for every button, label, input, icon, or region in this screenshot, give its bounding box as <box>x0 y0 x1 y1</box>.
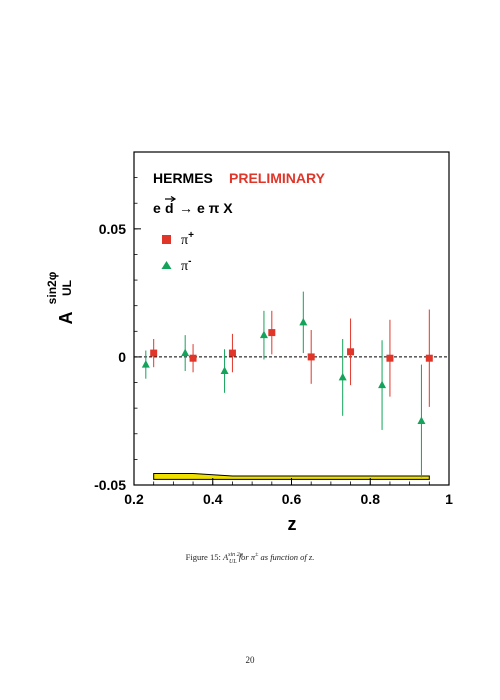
x-tick-label: 0.4 <box>203 491 223 507</box>
data-point-triangle <box>338 372 347 381</box>
data-point-triangle <box>220 366 229 375</box>
reaction-label: e d → e π X <box>153 195 233 216</box>
data-point-square <box>150 349 158 357</box>
reaction-electron: e <box>153 200 161 216</box>
legend-marker-pi-plus <box>162 235 171 244</box>
data-point-square <box>386 354 394 362</box>
legend-label-pi-minus: π- <box>181 256 191 274</box>
series-pi-plus <box>150 309 433 407</box>
data-point-triangle <box>299 317 308 326</box>
svg-text:UL: UL <box>60 280 74 296</box>
y-axis-label: A UL sin2φ <box>45 271 76 324</box>
caption-for: for <box>238 552 249 562</box>
x-tick-label: 0.2 <box>124 491 144 507</box>
data-point-square <box>228 349 236 357</box>
reaction-deuteron: d <box>165 200 174 216</box>
systematic-band-layer <box>153 472 430 480</box>
data-point-triangle <box>378 380 387 389</box>
reaction-rhs: e π X <box>197 200 233 216</box>
caption-pi: π± <box>250 552 259 562</box>
caption-suffix: as function of z. <box>260 552 315 562</box>
x-tick-label: 0.6 <box>282 491 302 507</box>
x-tick-label: 1 <box>445 491 453 507</box>
systematic-band <box>153 472 430 480</box>
data-point-triangle <box>181 348 190 357</box>
data-point-square <box>347 348 355 356</box>
data-point-square <box>268 329 276 337</box>
x-axis-label: z <box>288 514 297 534</box>
polarization-arrow-head <box>170 195 177 203</box>
data-points-layer <box>141 291 433 478</box>
svg-text:sin2φ: sin2φ <box>45 271 59 304</box>
caption-symbol: Asin 2φUL <box>222 552 243 565</box>
legend-marker-pi-minus <box>161 261 172 269</box>
data-point-square <box>307 353 315 361</box>
data-point-triangle <box>259 330 268 339</box>
reaction-arrow: → <box>179 200 193 216</box>
chart: HERMES PRELIMINARY e d → e π X π+ π- A U… <box>45 151 453 534</box>
data-point-square <box>425 354 433 362</box>
data-point-triangle <box>141 360 150 368</box>
svg-text:A: A <box>56 312 76 325</box>
axis-ticks-layer: 0.2 0.4 0.6 0.8 1 -0.05 0 0.05 <box>94 151 453 507</box>
page-number: 20 <box>245 655 255 665</box>
chart-title: HERMES <box>153 170 213 186</box>
figure-caption: Figure 15: Asin 2φUL for π± as function … <box>0 552 500 565</box>
y-tick-label: 0.05 <box>99 221 126 237</box>
legend: π+ π- <box>161 230 194 274</box>
x-tick-label: 0.8 <box>361 491 381 507</box>
y-tick-label: -0.05 <box>94 477 126 493</box>
chart-title-tag: PRELIMINARY <box>229 170 326 186</box>
y-tick-label: 0 <box>118 349 126 365</box>
series-pi-minus <box>141 291 426 478</box>
data-point-square <box>189 354 197 362</box>
legend-label-pi-plus: π+ <box>181 230 194 248</box>
data-point-triangle <box>417 416 426 424</box>
caption-prefix: Figure 15: <box>185 552 221 562</box>
